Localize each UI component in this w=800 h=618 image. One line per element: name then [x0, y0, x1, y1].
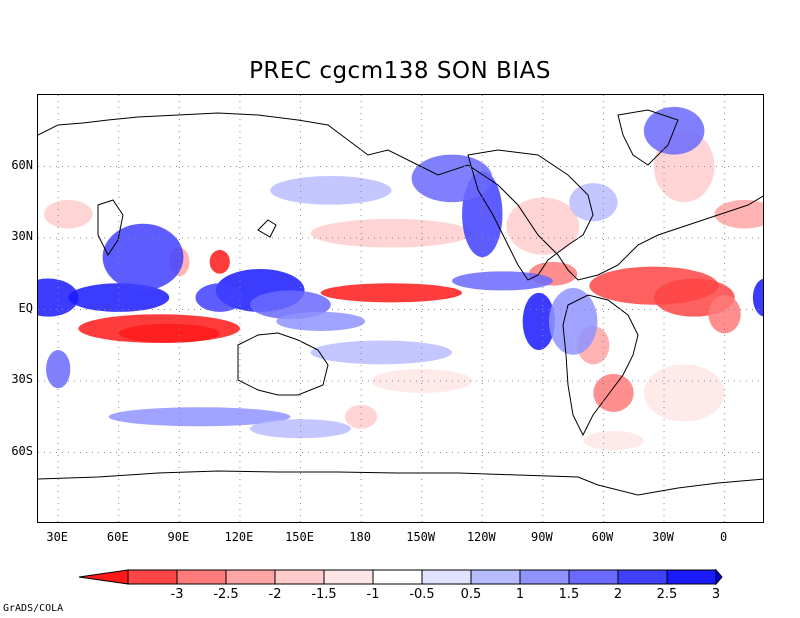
lon-label: 90W: [531, 530, 553, 544]
bias-region-27: [310, 340, 452, 365]
coastline-south-america: [562, 294, 639, 437]
colorbar-box-10: [617, 569, 668, 585]
colorbar-label: 2.5: [656, 587, 678, 602]
bias-region-34: [250, 419, 352, 439]
colorbar-label: -1: [366, 587, 380, 602]
map-panel: [37, 94, 764, 523]
coastline-antarctica: [38, 470, 763, 496]
colorbar-box-5: [372, 569, 423, 585]
colorbar: [78, 568, 723, 586]
bias-region-15: [344, 404, 378, 429]
lon-label: 60E: [106, 530, 129, 544]
colorbar-label: -2: [268, 587, 282, 602]
bias-region-29: [548, 288, 598, 355]
colorbar-label: -3: [170, 587, 184, 602]
coastline-greenland: [617, 109, 679, 166]
bias-region-13: [714, 199, 763, 229]
colorbar-box-11: [666, 569, 717, 585]
colorbar-box-6: [421, 569, 472, 585]
coastline-north-america: [467, 149, 594, 281]
colorbar-box-4: [323, 569, 374, 585]
lon-label: 150W: [406, 530, 436, 544]
lon-label: 60W: [591, 530, 614, 544]
bias-region-2: [320, 283, 463, 303]
colorbar-box-8: [519, 569, 570, 585]
lon-label: 30W: [652, 530, 674, 544]
lon-label: 180: [349, 530, 371, 544]
colorbar-label: 2: [613, 587, 623, 602]
colorbar-label: 1.5: [558, 587, 580, 602]
colorbar-label: 1: [515, 587, 525, 602]
bias-region-17: [583, 431, 644, 451]
land-outlines: [38, 109, 763, 496]
lat-label: 60N: [11, 157, 33, 172]
lon-label: 120E: [224, 530, 254, 544]
coastline-india: [97, 199, 124, 256]
lat-label: EQ: [18, 300, 33, 315]
colorbar-label: -2.5: [213, 587, 239, 602]
bias-region-35: [451, 271, 553, 291]
map-title: PREC cgcm138 SON BIAS: [249, 58, 551, 84]
colorbar-label: 3: [711, 587, 721, 602]
bias-region-39: [752, 278, 763, 317]
coastline-japan: [257, 219, 277, 238]
bias-region-16: [371, 369, 473, 393]
colorbar-box-7: [470, 569, 521, 585]
bias-region-31: [411, 154, 493, 203]
bias-region-18: [643, 364, 725, 422]
lat-label: 30N: [11, 229, 33, 243]
bias-region-14: [44, 199, 93, 229]
bias-region-24: [195, 283, 244, 312]
colorbar-box-0: [127, 569, 178, 585]
colorbar-box-2: [225, 569, 276, 585]
bias-region-11: [310, 218, 473, 248]
colorbar-box-9: [568, 569, 619, 585]
bias-region-38: [46, 350, 71, 389]
bias-region-36: [270, 176, 392, 205]
bias-region-26: [276, 311, 366, 331]
bias-region-22: [102, 223, 184, 291]
bias-region-5: [708, 295, 741, 334]
lat-label: 60S: [11, 443, 33, 458]
bias-region-12: [506, 197, 580, 255]
bias-region-25: [250, 290, 331, 320]
bias-region-1: [118, 323, 220, 343]
lon-label: 30E: [46, 530, 69, 544]
colorbar-box-3: [274, 569, 325, 585]
lon-label: 150E: [285, 530, 314, 544]
bias-region-33: [108, 407, 291, 427]
lon-label: 120W: [466, 530, 496, 544]
bias-map: [38, 95, 763, 522]
bias-region-21: [68, 283, 170, 312]
coastline-africa-eurasia: [38, 112, 763, 281]
bias-region-28: [522, 292, 555, 351]
colorbar-right-arrow: [715, 568, 723, 586]
bias-region-6: [209, 249, 230, 274]
colorbar-box-1: [176, 569, 227, 585]
colorbar-label: -1.5: [311, 587, 337, 602]
lat-label: 30S: [11, 372, 33, 386]
bias-region-20: [38, 278, 79, 317]
colorbar-left-arrow: [78, 569, 129, 585]
bias-region-37: [569, 183, 618, 222]
coastline-australia: [237, 332, 329, 396]
credit-text: GrADS/COLA: [3, 603, 64, 614]
lon-label: 90E: [167, 530, 190, 544]
lon-label: 0: [719, 530, 728, 544]
colorbar-label: -0.5: [409, 587, 435, 602]
colorbar-label: 0.5: [460, 587, 482, 602]
